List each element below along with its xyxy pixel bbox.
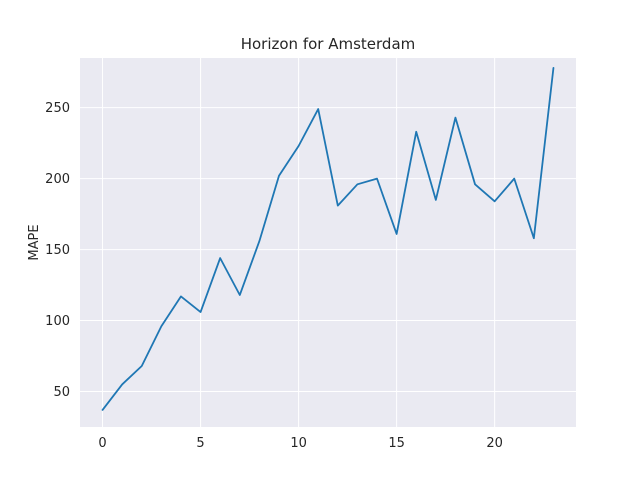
y-tick-label: 150 [45,243,70,258]
grid-lines [80,58,576,427]
x-tick-label: 20 [486,436,503,451]
y-tick-label: 100 [45,314,70,329]
y-tick-label: 250 [45,101,70,116]
chart-title: Horizon for Amsterdam [241,35,416,53]
x-tick-label: 0 [98,436,106,451]
x-tick-label: 5 [196,436,204,451]
y-tick-label: 50 [53,385,70,400]
series-line [101,67,555,411]
x-tick-label: 10 [290,436,307,451]
y-axis-ticks: 50 100 150 200 250 [45,101,70,400]
plot-area [80,58,576,427]
x-axis-ticks: 0 5 10 15 20 [98,436,503,451]
series-layer [101,67,555,411]
x-tick-label: 15 [388,436,405,451]
y-axis-label: MAPE [27,224,42,260]
y-tick-label: 200 [45,172,70,187]
